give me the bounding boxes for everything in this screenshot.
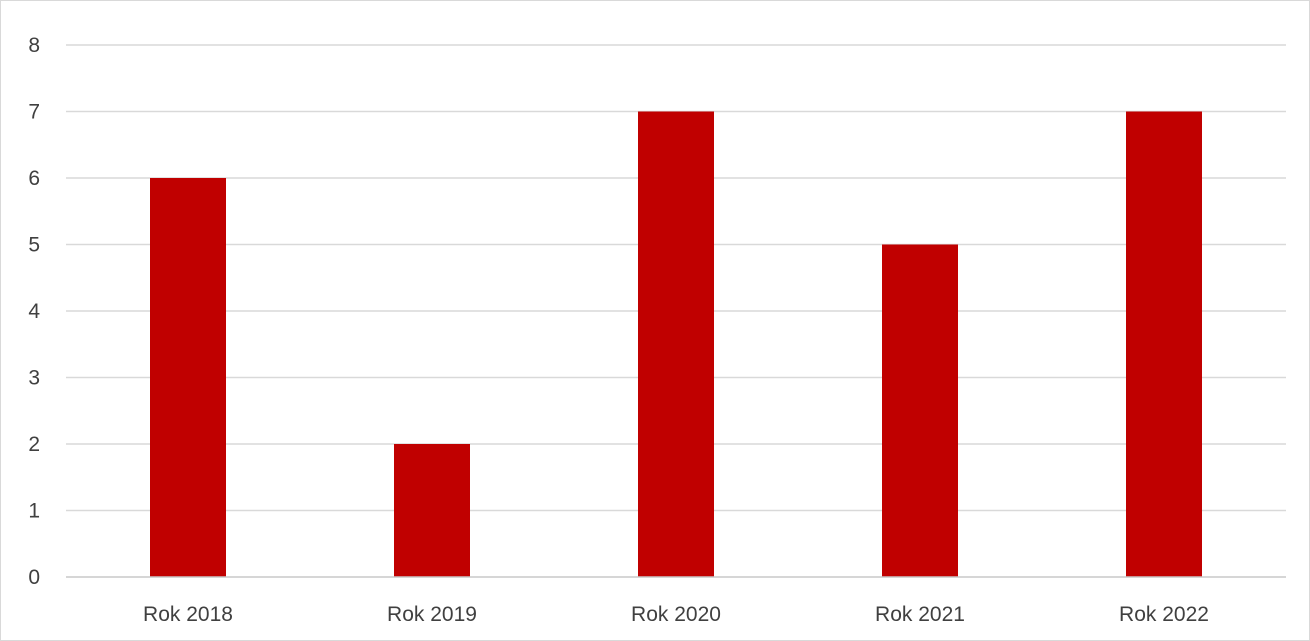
x-tick-label: Rok 2021 (875, 603, 965, 626)
y-tick-label: 8 (28, 34, 40, 57)
x-tick-label: Rok 2018 (143, 603, 233, 626)
y-tick-label: 3 (28, 367, 40, 390)
x-tick-label: Rok 2019 (387, 603, 477, 626)
bar-rok-2018 (150, 178, 226, 577)
y-tick-label: 4 (28, 300, 40, 323)
bar-rok-2022 (1126, 111, 1202, 577)
y-tick-label: 6 (28, 167, 40, 190)
y-tick-label: 2 (28, 433, 40, 456)
bar-rok-2020 (638, 111, 714, 577)
bar-rok-2019 (394, 444, 470, 577)
bar-rok-2021 (882, 244, 958, 577)
x-tick-label: Rok 2022 (1119, 603, 1209, 626)
y-tick-label: 1 (28, 500, 40, 523)
x-tick-label: Rok 2020 (631, 603, 721, 626)
y-tick-label: 0 (28, 566, 40, 589)
y-tick-label: 5 (28, 234, 40, 257)
y-tick-label: 7 (28, 101, 40, 124)
